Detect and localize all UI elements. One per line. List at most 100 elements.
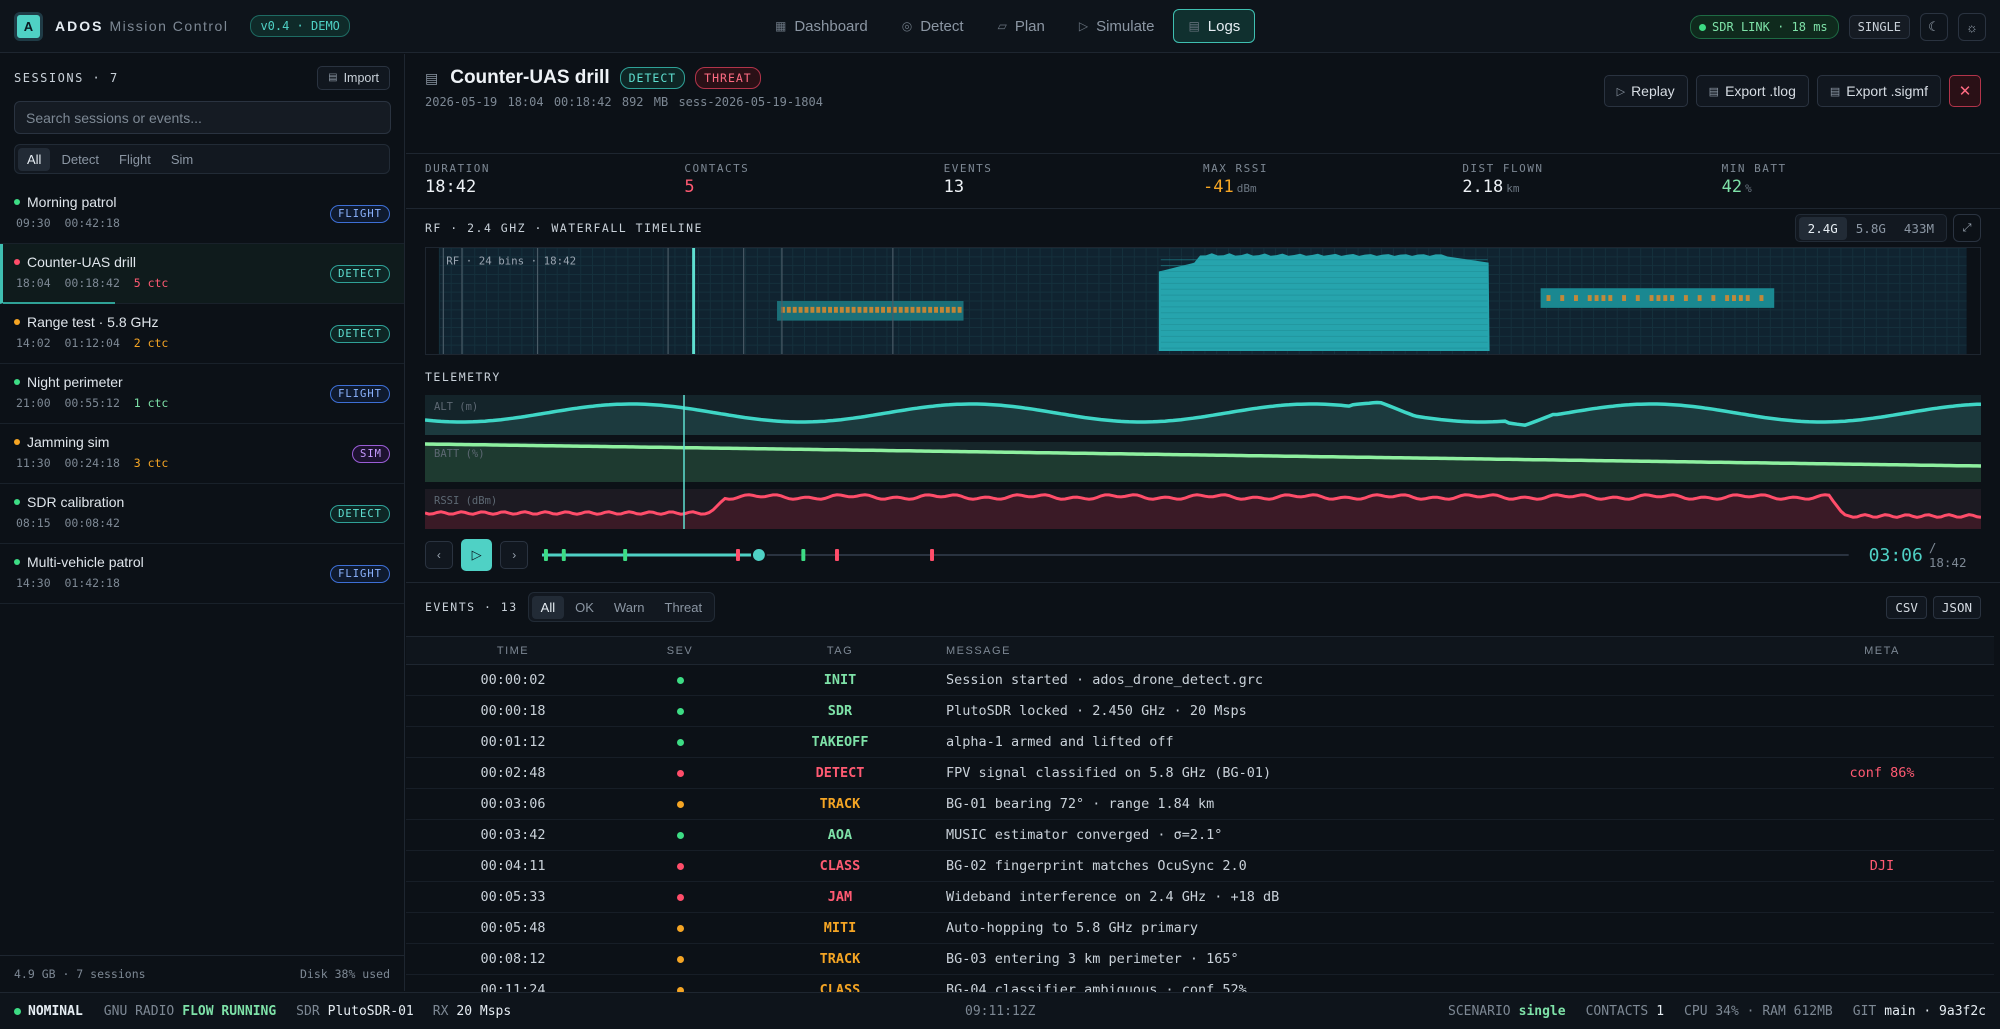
col-meta[interactable]: META [1770,636,1994,665]
dark-mode-toggle[interactable]: ☾ [1920,13,1948,41]
export-sigmf-button[interactable]: ▤ Export .sigmf [1816,75,1941,107]
export-tlog-button[interactable]: ▤ Export .tlog [1695,75,1809,107]
event-filter-warn[interactable]: Warn [613,599,645,615]
nav-plan[interactable]: ▱ Plan [983,9,1060,43]
filter-detect[interactable]: Detect [61,151,100,167]
session-item[interactable]: Range test · 5.8 GHz 14:02 01:12:04 2 ctc… [0,304,404,364]
rssi-label: RSSI (dBm) [434,495,497,507]
stat-value: 42% [1722,177,1981,197]
session-item[interactable]: SDR calibration 08:15 00:08:42 DETECT [0,484,404,544]
export-sigmf-label: Export .sigmf [1846,83,1928,99]
session-search-input[interactable] [14,101,391,134]
event-row[interactable]: 00:04:11 CLASS BG-02 fingerprint matches O… [406,850,1994,882]
close-session-button[interactable]: ✕ [1949,75,1981,107]
event-tag: DETECT [740,757,940,789]
mode-badge[interactable]: SINGLE [1848,15,1910,39]
session-duration: 00:08:42 [64,516,120,530]
severity-dot [676,863,684,870]
next-button[interactable]: › [500,541,529,569]
stat-unit: dBm [1236,182,1257,195]
event-severity [620,788,740,820]
file-icon: ▤ [1708,85,1720,98]
event-tick[interactable] [736,549,741,561]
event-row[interactable]: 00:03:06 TRACK BG-01 bearing 72° · range 1… [406,788,1994,820]
col-time[interactable]: TIME [406,636,620,665]
event-row[interactable]: 00:05:48 MITI Auto-hopping to 5.8 GHz prim… [406,912,1994,944]
event-meta [1770,819,1994,851]
utc-clock: 09:11:12Z [965,1003,1036,1019]
event-row[interactable]: 00:01:12 TAKEOFF alpha-1 armed and lifted … [406,726,1994,758]
event-tick[interactable] [561,549,566,561]
playback-scrubber[interactable] [542,539,1868,571]
col-sev[interactable]: SEV [620,636,740,665]
stat-unit: km [1506,182,1520,195]
nav-logs[interactable]: ▤ Logs [1173,9,1256,43]
event-row[interactable]: 00:05:33 JAM Wideband interference on 2.4 … [406,881,1994,913]
sdr-device: PlutoSDR-01 [327,1003,414,1019]
session-name: Night perimeter [14,374,404,390]
event-tag: MITI [740,912,940,944]
event-tick[interactable] [623,549,628,561]
stat-label: DIST FLOWN [1462,162,1544,175]
nav-dashboard[interactable]: ▦ Dashboard [760,9,883,43]
event-row[interactable]: 00:08:12 TRACK BG-03 entering 3 km perimet… [406,943,1994,975]
brand[interactable]: A ADOS Mission Control v0.4 · DEMO [14,11,350,41]
band-2g4[interactable]: 2.4G [1798,216,1847,240]
event-tick[interactable] [930,549,935,561]
event-message: Session started · ados_drone_detect.grc [940,664,1770,696]
session-item[interactable]: Jamming sim 11:30 00:24:18 3 ctc SIM [0,424,404,484]
theme-toggle[interactable]: ☼ [1958,13,1986,41]
event-row[interactable]: 00:00:18 SDR PlutoSDR locked · 2.450 GHz ·… [406,695,1994,727]
session-detail: ▤ Counter-UAS drill DETECT THREAT 2026-0… [406,54,2000,1006]
nav-simulate[interactable]: ▷ Simulate [1064,9,1170,43]
session-id: sess-2026-05-19-1804 [678,95,823,109]
stat-number: 5 [684,177,695,197]
session-item[interactable]: Night perimeter 21:00 00:55:12 1 ctc FLIGH… [0,364,404,424]
filter-all[interactable]: All [18,147,51,171]
band-433m[interactable]: 433M [1903,220,1934,236]
expand-button[interactable]: ⤢ [1953,214,1981,242]
col-message[interactable]: MESSAGE [940,636,1770,665]
stat-number: 2.18 [1462,177,1504,197]
event-row[interactable]: 00:02:48 DETECT FPV signal classified on 5… [406,757,1994,789]
session-duration: 00:18:42 [64,276,120,290]
event-tick[interactable] [544,549,549,561]
event-row[interactable]: 00:03:42 AOA MUSIC estimator converged · σ… [406,819,1994,851]
event-severity [620,726,740,758]
session-item[interactable]: Counter-UAS drill 18:04 00:18:42 5 ctc DET… [0,244,404,304]
export-json-button[interactable]: JSON [1932,595,1981,619]
session-type-badge: FLIGHT [330,565,390,583]
band-5g8[interactable]: 5.8G [1855,220,1886,236]
event-tick[interactable] [801,549,806,561]
event-filter-ok[interactable]: OK [575,599,594,615]
event-tick[interactable] [835,549,840,561]
event-filter-all[interactable]: All [531,595,565,619]
session-name: SDR calibration [14,494,404,510]
event-message: BG-01 bearing 72° · range 1.84 km [940,788,1770,820]
export-csv-button[interactable]: CSV [1886,595,1927,619]
event-severity [620,912,740,944]
rf-waterfall[interactable]: RF · 24 bins · 18:42 [425,247,1981,355]
session-duration: 01:12:04 [64,336,120,350]
nav-detect[interactable]: ◎ Detect [887,9,979,43]
import-button[interactable]: ▤ Import [317,65,390,90]
event-row[interactable]: 00:00:02 INIT Session started · ados_drone… [406,664,1994,696]
session-status-dot [14,559,20,565]
filter-sim[interactable]: Sim [170,151,194,167]
prev-button[interactable]: ‹ [425,541,453,569]
moon-icon: ☾ [1928,19,1940,34]
telemetry-plots[interactable]: ALT (m) BATT (%) RSSI (dBm) [425,395,1981,533]
filter-flight[interactable]: Flight [119,151,151,167]
event-severity [620,757,740,789]
session-item[interactable]: Multi-vehicle patrol 14:30 01:42:18 FLIGH… [0,544,404,604]
col-tag[interactable]: TAG [740,636,940,665]
severity-dot [676,956,684,963]
session-item[interactable]: Morning patrol 09:30 00:42:18 FLIGHT [0,184,404,244]
play-button[interactable]: ▷ [460,539,493,571]
sun-icon: ☼ [1966,19,1978,35]
session-name-label: Morning patrol [27,194,117,210]
import-label: Import [343,70,379,85]
event-filter-threat[interactable]: Threat [664,599,703,615]
replay-button[interactable]: ▷ Replay [1603,75,1688,107]
scrubber-handle[interactable] [751,547,768,563]
